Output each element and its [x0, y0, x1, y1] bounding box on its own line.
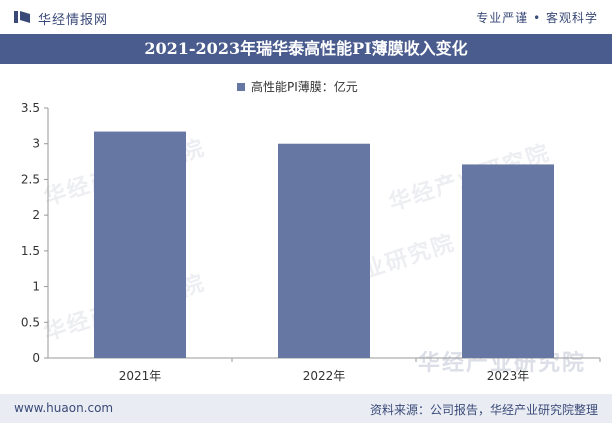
x-tick-label-1: 2022年 [303, 369, 346, 383]
bar-2 [462, 164, 554, 358]
bar-1 [278, 143, 370, 358]
title-bar: 2021-2023年瑞华泰高性能PI薄膜收入变化 [0, 34, 612, 64]
x-tick-label-2: 2023年 [487, 369, 530, 383]
footer: www.huaon.com 资料来源：公司报告，华经产业研究院整理 [0, 394, 612, 423]
x-tick-label-0: 2021年 [119, 369, 162, 383]
y-tick-label-5: 2.5 [21, 172, 40, 186]
legend-swatch [237, 82, 245, 91]
footer-source: 资料来源：公司报告，华经产业研究院整理 [369, 403, 598, 417]
bar-chart: 0 0.5 1 1.5 2 2.5 3 3.5 2021年 2022年 2023年 [21, 101, 601, 383]
y-tick-label-6: 3 [32, 137, 40, 151]
y-tick-label-4: 2 [32, 208, 40, 222]
brand-name: 华经情报网 [38, 13, 109, 28]
y-tick-label-7: 3.5 [21, 101, 40, 115]
y-tick-label-3: 1.5 [21, 244, 40, 258]
bar-0 [94, 131, 186, 358]
legend-label: 高性能PI薄膜：亿元 [251, 80, 358, 94]
legend: 高性能PI薄膜：亿元 [237, 78, 358, 95]
chart-title: 2021-2023年瑞华泰高性能PI薄膜收入变化 [144, 39, 468, 58]
footer-site: www.huaon.com [14, 401, 114, 415]
slogan: 专业严谨 • 客观科学 [476, 11, 598, 25]
brand-logo-icon [14, 11, 30, 23]
y-tick-label-0: 0 [32, 351, 40, 365]
top-bar: 华经情报网 专业严谨 • 客观科学 [0, 0, 612, 34]
y-tick-label-2: 1 [32, 280, 40, 294]
y-tick-label-1: 0.5 [21, 315, 40, 329]
